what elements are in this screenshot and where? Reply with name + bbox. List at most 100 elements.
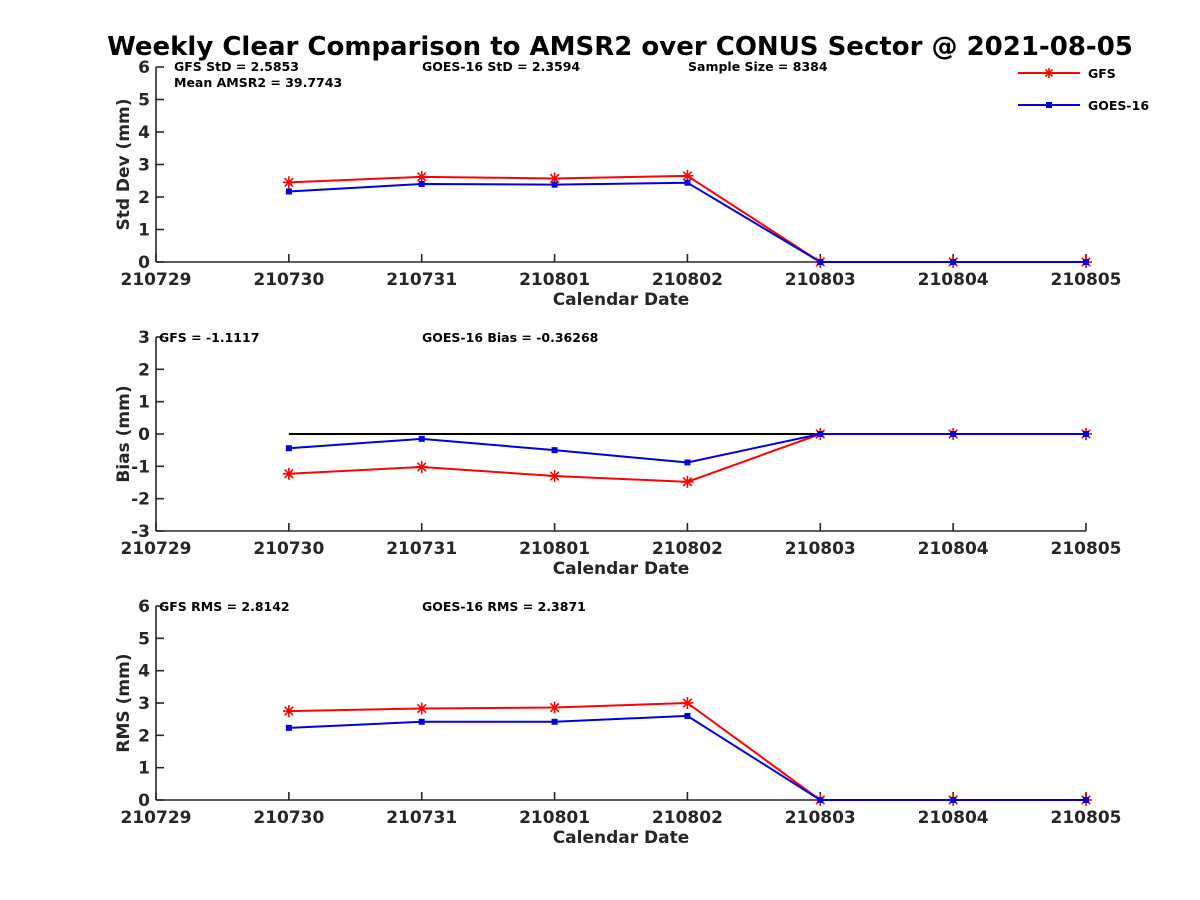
rms-panel: 210729 210730 210731 210801 210802 210803 2108…: [114, 597, 1121, 848]
rms-x-tick-label: 210731: [386, 808, 457, 828]
rms-y-axis-label: RMS (mm): [114, 653, 134, 752]
std-y-tick-label: 4: [138, 123, 150, 143]
std-y-tick-label: 0: [138, 253, 150, 273]
std-series-line-goes: [288, 181, 1086, 263]
bias-point-goes: [1083, 431, 1089, 437]
std-point-goes: [285, 188, 292, 195]
rms-x-tick-label: 210802: [652, 808, 723, 828]
rms-y-tick-label: 2: [138, 726, 150, 746]
std-point-goes: [684, 179, 691, 186]
rms-point-goes: [684, 712, 691, 719]
bias-point-gfs: [415, 460, 428, 473]
rms-x-tick-label: 210801: [519, 808, 590, 828]
bias-y-tick-label: 0: [138, 425, 150, 445]
std-x-tick-label: 210805: [1051, 270, 1122, 290]
std-point-goes: [551, 181, 558, 188]
legend-entry-gfs: GFS: [1018, 66, 1116, 81]
std-y-tick-label: 6: [138, 58, 150, 78]
rms-point-gfs: [548, 701, 561, 714]
std-point-gfs: [548, 172, 561, 185]
bias-y-tick-label: 1: [138, 393, 150, 413]
std-point-goes: [418, 181, 425, 187]
bias-panel: 210729 210730 210731 210801 210802 210803 2108…: [114, 328, 1121, 579]
bias-point-goes: [950, 431, 957, 437]
std-y-tick-label: 3: [138, 156, 150, 176]
std-annotation-gfs: GFS StD = 2.5853: [174, 59, 299, 74]
legend-marker-gfs: [1044, 68, 1054, 78]
figure-title: Weekly Clear Comparison to AMSR2 over CO…: [107, 32, 1133, 62]
bias-y-tick-label: -3: [131, 522, 150, 542]
rms-point-gfs: [681, 697, 694, 709]
bias-x-tick-label: 210803: [785, 539, 856, 559]
rms-y-tick-label: 4: [138, 662, 150, 682]
std-annotation-sample: Sample Size = 8384: [688, 59, 828, 74]
bias-y-axis-label: Bias (mm): [114, 385, 134, 482]
bias-point-gfs: [282, 467, 295, 480]
std-point-goes: [1083, 259, 1089, 265]
rms-point-goes: [1083, 797, 1089, 803]
rms-x-tick-label: 210805: [1051, 808, 1122, 828]
bias-point-gfs: [681, 475, 694, 488]
rms-x-tick-label: 210804: [918, 808, 989, 828]
std-x-tick-label: 210802: [652, 270, 723, 290]
rms-x-tick-label: 210730: [253, 808, 324, 828]
bias-series-line-goes: [288, 433, 1086, 464]
rms-annotation-goes: GOES-16 RMS = 2.3871: [422, 599, 586, 614]
std-y-axis-label: Std Dev (mm): [114, 98, 134, 230]
std-annotation-goes: GOES-16 StD = 2.3594: [422, 59, 580, 74]
bias-x-tick-label: 210801: [519, 539, 590, 559]
std-x-tick-label: 210730: [253, 270, 324, 290]
legend-star-gfs: [1044, 68, 1054, 78]
legend-entry-goes: GOES-16: [1018, 98, 1149, 113]
bias-x-tick-label: 210730: [253, 539, 324, 559]
std-x-tick-label: 210729: [121, 270, 192, 290]
std-point-goes: [817, 259, 824, 265]
std-y-tick-label: 5: [138, 91, 150, 111]
std-annotation-mean: Mean AMSR2 = 39.7743: [174, 75, 342, 90]
bias-point-goes: [551, 447, 558, 454]
rms-x-axis-label: Calendar Date: [553, 828, 690, 848]
bias-y-tick-label: -1: [131, 457, 150, 477]
rms-x-tick-label: 210803: [785, 808, 856, 828]
bias-point-gfs: [548, 470, 561, 483]
legend-label-gfs: GFS: [1088, 66, 1116, 81]
std-point-goes: [950, 259, 957, 265]
rms-point-gfs: [282, 705, 295, 718]
std-y-tick-label: 1: [138, 221, 150, 241]
rms-series-line-goes: [288, 714, 1086, 801]
rms-point-goes: [950, 797, 957, 803]
std-dev-panel: 210729 210730 210731 210801 210802 210803 2108…: [114, 58, 1121, 310]
std-x-tick-label: 210731: [386, 270, 457, 290]
std-x-axis-label: Calendar Date: [553, 290, 690, 310]
rms-y-tick-label: 1: [138, 759, 150, 779]
legend-marker-goes: [1046, 102, 1052, 108]
bias-annotation-gfs: GFS = -1.1117: [159, 330, 259, 345]
rms-y-tick-label: 3: [138, 694, 150, 714]
bias-series-line-gfs: [288, 433, 1086, 483]
bias-x-tick-label: 210804: [918, 539, 989, 559]
bias-point-goes: [418, 435, 425, 442]
bias-y-tick-label: 2: [138, 360, 150, 380]
std-point-gfs: [415, 170, 428, 183]
rms-y-tick-label: 5: [138, 629, 150, 649]
rms-y-tick-label: 6: [138, 597, 150, 617]
rms-x-tick-label: 210729: [121, 808, 192, 828]
bias-point-goes: [684, 459, 691, 466]
legend: GFS GOES-16: [1018, 66, 1149, 113]
bias-x-axis-label: Calendar Date: [553, 559, 690, 579]
rms-point-goes: [551, 718, 558, 725]
rms-annotation-gfs: GFS RMS = 2.8142: [159, 599, 290, 614]
bias-x-tick-label: 210805: [1051, 539, 1122, 559]
std-x-tick-label: 210804: [918, 270, 989, 290]
bias-y-tick-label: 3: [138, 328, 150, 348]
bias-x-tick-label: 210731: [386, 539, 457, 559]
legend-label-goes: GOES-16: [1088, 98, 1149, 113]
bias-annotation-goes: GOES-16 Bias = -0.36268: [422, 330, 598, 345]
rms-point-goes: [285, 724, 292, 731]
bias-point-goes: [285, 445, 292, 452]
rms-point-gfs: [415, 702, 428, 715]
rms-point-goes: [817, 797, 824, 803]
std-y-tick-label: 2: [138, 188, 150, 208]
rms-y-tick-label: 0: [138, 791, 150, 811]
